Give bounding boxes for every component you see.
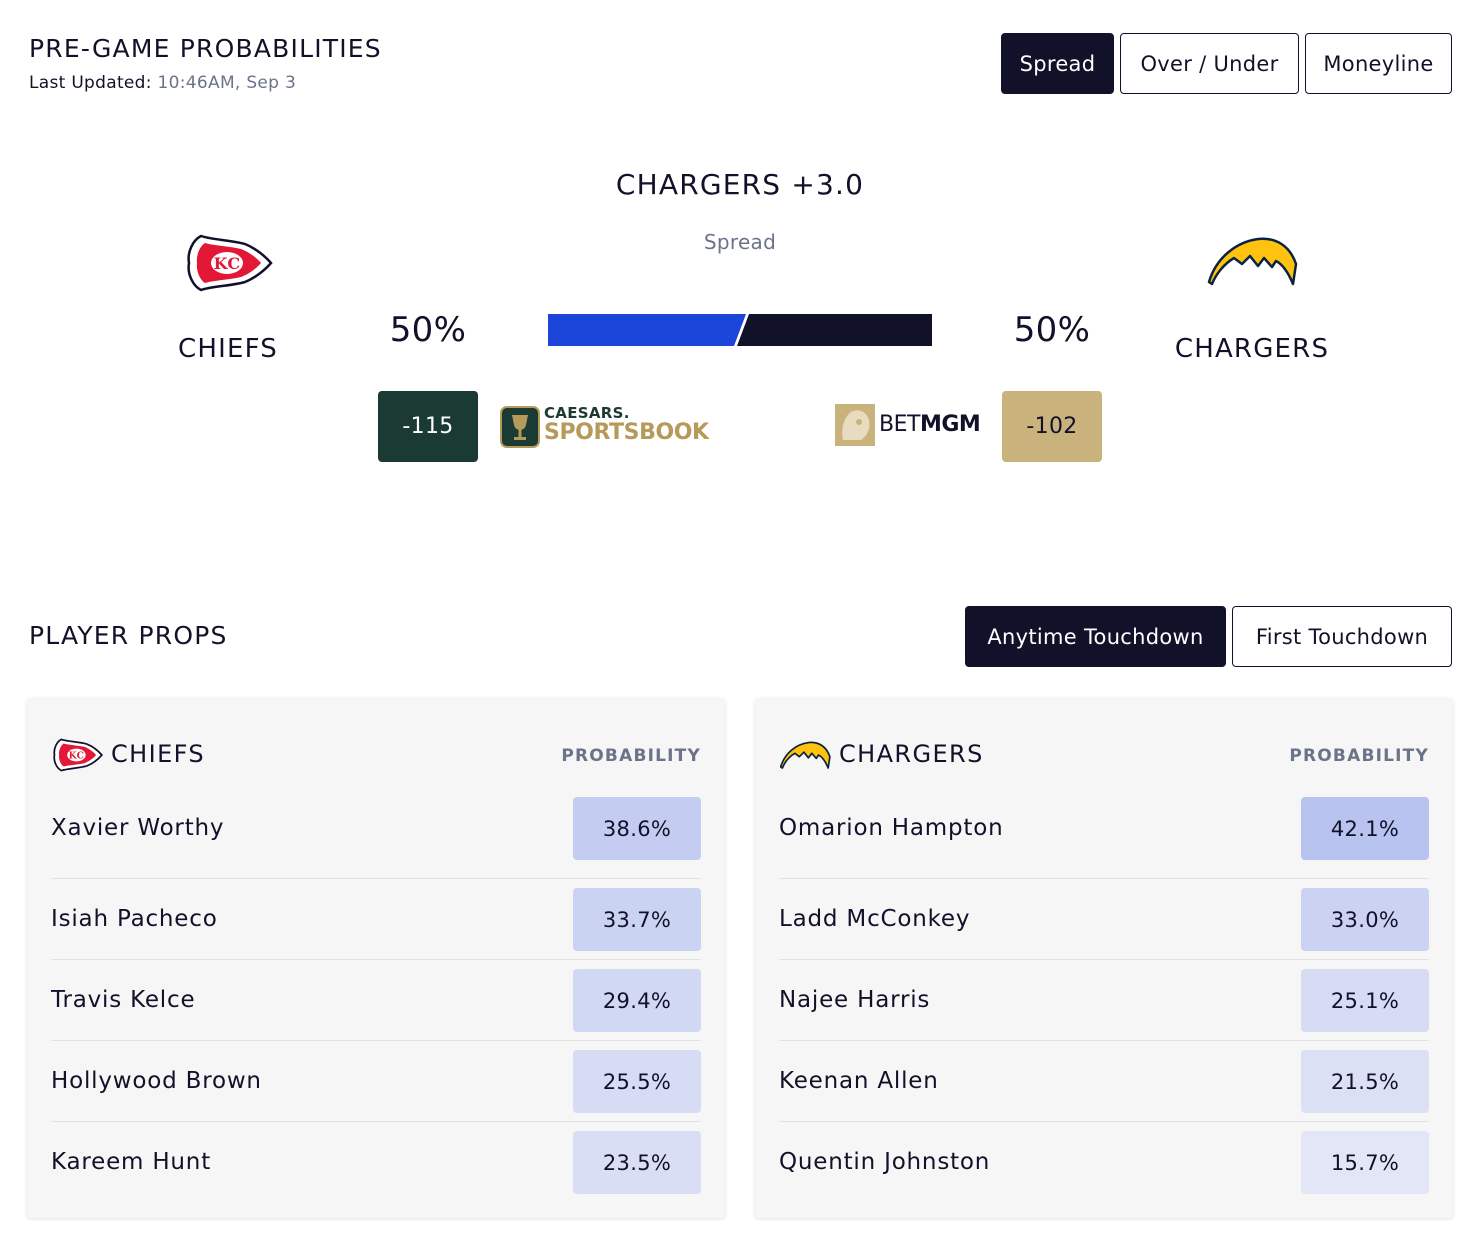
tab-moneyline[interactable]: Moneyline bbox=[1305, 33, 1452, 94]
caesars-wordmark: CAESARS. bbox=[544, 404, 630, 422]
betmgm-bet: BET bbox=[879, 412, 920, 437]
card-team-name: CHARGERS bbox=[839, 740, 984, 768]
home-odds[interactable]: -115 bbox=[378, 391, 478, 462]
player-row[interactable]: Isiah Pacheco 33.7% bbox=[51, 878, 701, 959]
player-probability: 38.6% bbox=[573, 797, 701, 860]
player-name: Ladd McConkey bbox=[779, 906, 971, 932]
away-team-name: CHARGERS bbox=[1174, 334, 1330, 364]
player-probability: 29.4% bbox=[573, 969, 701, 1032]
caesars-cup-icon bbox=[500, 406, 540, 448]
player-probability: 25.1% bbox=[1301, 969, 1429, 1032]
player-row[interactable]: Kareem Hunt 23.5% bbox=[51, 1121, 701, 1202]
player-name: Najee Harris bbox=[779, 987, 931, 1013]
player-name: Hollywood Brown bbox=[51, 1068, 262, 1094]
probability-bar-home bbox=[548, 314, 746, 346]
chiefs-arrowhead-icon: KC bbox=[53, 738, 103, 772]
chargers-bolt-icon bbox=[779, 741, 831, 769]
player-probability: 21.5% bbox=[1301, 1050, 1429, 1113]
player-name: Quentin Johnston bbox=[779, 1149, 991, 1175]
player-list: Omarion Hampton 42.1% Ladd McConkey 33.0… bbox=[779, 797, 1429, 1202]
betmgm-logo: BETMGM bbox=[835, 404, 985, 448]
chargers-bolt-icon bbox=[1206, 236, 1298, 286]
player-row[interactable]: Xavier Worthy 38.6% bbox=[51, 797, 701, 878]
tab-over-under[interactable]: Over / Under bbox=[1120, 33, 1299, 94]
card-team-name: CHIEFS bbox=[111, 740, 206, 768]
player-row[interactable]: Quentin Johnston 15.7% bbox=[779, 1121, 1429, 1202]
player-name: Isiah Pacheco bbox=[51, 906, 218, 932]
tab-spread[interactable]: Spread bbox=[1001, 33, 1114, 94]
sportsbook-wordmark: SPORTSBOOK bbox=[544, 420, 709, 445]
mgm-lion-icon bbox=[835, 404, 875, 446]
home-team-name: CHIEFS bbox=[177, 334, 278, 364]
chiefs-props-card: KC CHIEFS PROBABILITY Xavier Worthy 38.6… bbox=[27, 698, 725, 1218]
tab-anytime-touchdown[interactable]: Anytime Touchdown bbox=[965, 606, 1226, 667]
svg-text:KC: KC bbox=[214, 254, 241, 273]
chargers-props-card: CHARGERS PROBABILITY Omarion Hampton 42.… bbox=[755, 698, 1453, 1218]
home-probability: 50% bbox=[389, 310, 467, 350]
probability-bar bbox=[548, 314, 932, 346]
tab-first-touchdown[interactable]: First Touchdown bbox=[1232, 606, 1452, 667]
player-probability: 42.1% bbox=[1301, 797, 1429, 860]
player-name: Kareem Hunt bbox=[51, 1149, 212, 1175]
player-row[interactable]: Travis Kelce 29.4% bbox=[51, 959, 701, 1040]
chiefs-arrowhead-icon: KC bbox=[183, 234, 273, 292]
last-updated-label: Last Updated: bbox=[29, 73, 152, 93]
card-header: KC CHIEFS PROBABILITY bbox=[51, 734, 701, 778]
player-row[interactable]: Ladd McConkey 33.0% bbox=[779, 878, 1429, 959]
player-name: Travis Kelce bbox=[51, 987, 196, 1013]
player-list: Xavier Worthy 38.6% Isiah Pacheco 33.7% … bbox=[51, 797, 701, 1202]
away-odds[interactable]: -102 bbox=[1002, 391, 1102, 462]
player-probability: 33.0% bbox=[1301, 888, 1429, 951]
player-probability: 33.7% bbox=[573, 888, 701, 951]
probability-header: PROBABILITY bbox=[1289, 746, 1429, 766]
caesars-sportsbook-logo: CAESARS. SPORTSBOOK bbox=[500, 404, 709, 448]
card-header: CHARGERS PROBABILITY bbox=[779, 734, 1429, 778]
betmgm-mgm: MGM bbox=[919, 412, 981, 437]
player-name: Keenan Allen bbox=[779, 1068, 939, 1094]
player-probability: 15.7% bbox=[1301, 1131, 1429, 1194]
probability-header: PROBABILITY bbox=[561, 746, 701, 766]
line-type: Spread bbox=[703, 230, 777, 254]
player-probability: 25.5% bbox=[573, 1050, 701, 1113]
player-row[interactable]: Omarion Hampton 42.1% bbox=[779, 797, 1429, 878]
probability-bar-away bbox=[737, 314, 932, 346]
last-updated: Last Updated: 10:46AM, Sep 3 bbox=[29, 73, 296, 93]
spread-line: CHARGERS +3.0 bbox=[615, 168, 865, 201]
player-row[interactable]: Hollywood Brown 25.5% bbox=[51, 1040, 701, 1121]
player-props-title: PLAYER PROPS bbox=[29, 621, 228, 650]
betmgm-wordmark: BETMGM bbox=[879, 412, 981, 437]
player-row[interactable]: Najee Harris 25.1% bbox=[779, 959, 1429, 1040]
player-name: Xavier Worthy bbox=[51, 815, 225, 841]
player-probability: 23.5% bbox=[573, 1131, 701, 1194]
away-probability: 50% bbox=[1013, 310, 1091, 350]
last-updated-time: 10:46AM, Sep 3 bbox=[157, 73, 297, 93]
player-name: Omarion Hampton bbox=[779, 815, 1004, 841]
svg-text:KC: KC bbox=[69, 750, 84, 761]
player-row[interactable]: Keenan Allen 21.5% bbox=[779, 1040, 1429, 1121]
page-title: PRE-GAME PROBABILITIES bbox=[29, 34, 382, 63]
